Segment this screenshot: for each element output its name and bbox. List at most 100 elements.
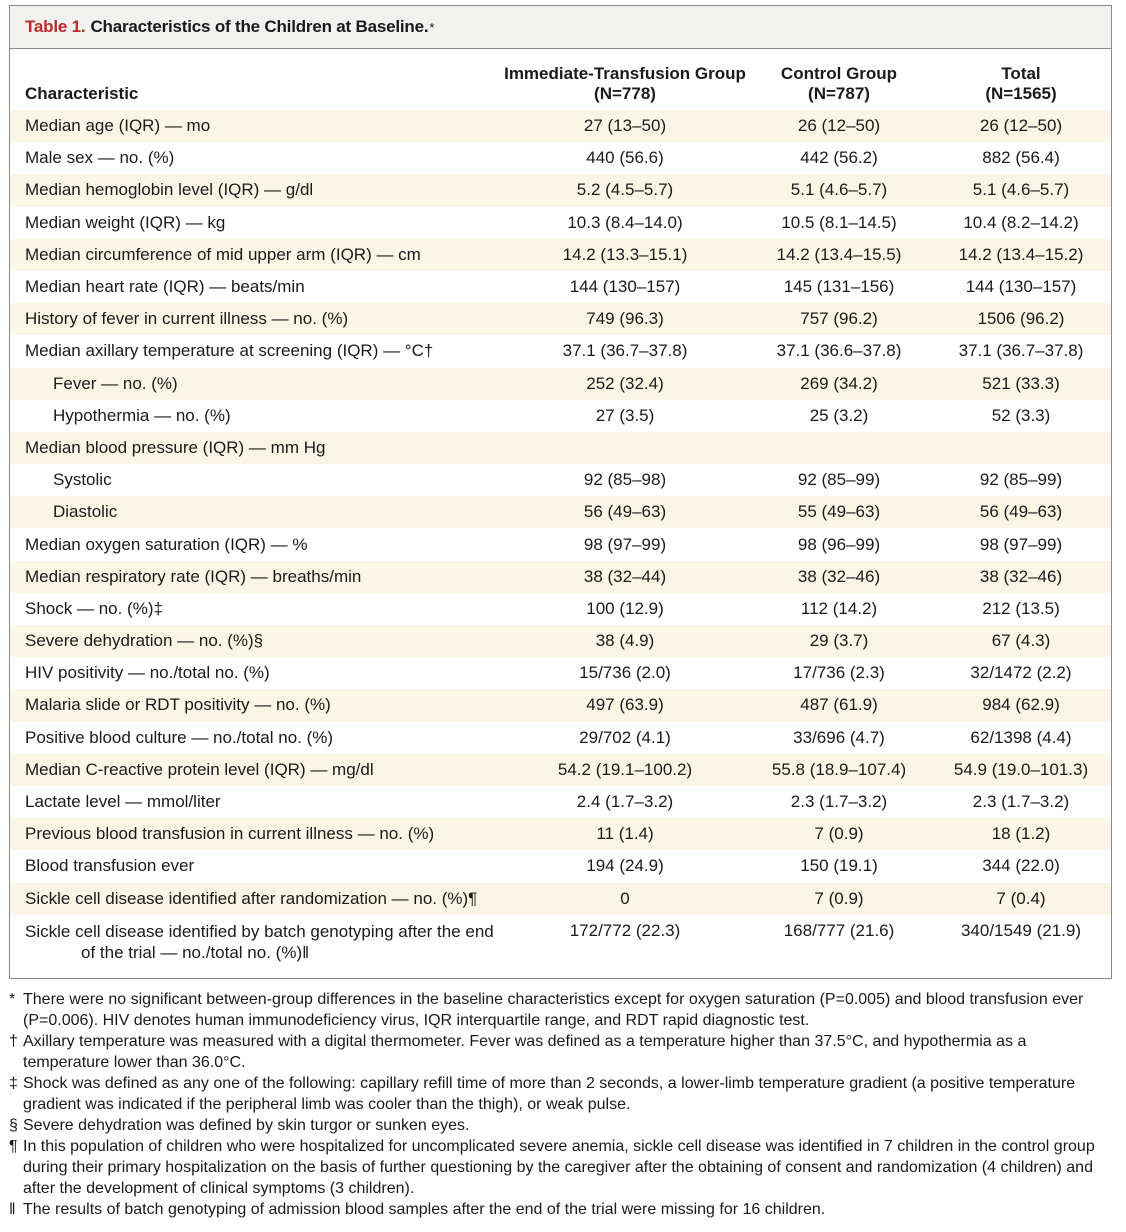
footnote: ‖ The results of batch genotyping of admi…	[9, 1199, 1109, 1220]
cell-total: 212 (13.5)	[982, 598, 1060, 618]
table-row: Malaria slide or RDT positivity — no. (%…	[10, 689, 1111, 722]
row-label: Median respiratory rate (IQR) — breaths/…	[10, 560, 503, 593]
cell-group1: 172/772 (22.3)	[569, 920, 681, 940]
cell-group1: 440 (56.6)	[586, 148, 664, 168]
row-label-line1: Sickle cell disease identified by batch …	[25, 921, 494, 941]
footnote: ¶ In this population of children who were…	[9, 1136, 1109, 1199]
header-group1-name: Immediate-Transfusion Group	[504, 64, 746, 83]
header-characteristic: Characteristic	[25, 84, 139, 103]
cell-total: 5.1 (4.6–5.7)	[931, 174, 1111, 207]
footnote-text: There were no significant between-group …	[23, 991, 1084, 1029]
footnote-mark: ¶	[9, 1138, 18, 1155]
row-label: Positive blood culture — no./total no. (…	[25, 727, 334, 747]
footnote-mark: ‡	[9, 1075, 18, 1092]
table-row: Sickle cell disease identified after ran…	[10, 882, 1111, 915]
cell-group2: 150 (19.1)	[800, 856, 878, 876]
cell-total: 10.4 (8.2–14.2)	[963, 212, 1079, 232]
cell-group1: 37.1 (36.7–37.8)	[562, 341, 688, 361]
cell-group1: 38 (32–44)	[503, 560, 747, 593]
cell-group2: 145 (131–156)	[783, 277, 895, 297]
table-row: Shock — no. (%)‡ 100 (12.9) 112 (14.2) 212 …	[10, 593, 1111, 625]
table-row-last: Sickle cell disease identified by batch …	[10, 915, 1111, 967]
footnote-text: The results of batch genotyping of admis…	[23, 1201, 826, 1218]
cell-group2: 112 (14.2)	[800, 598, 878, 618]
footnote: † Axillary temperature was measured with …	[9, 1031, 1109, 1073]
cell-total: 984 (62.9)	[931, 689, 1111, 722]
cell-group1: 54.2 (19.1–100.2)	[503, 753, 747, 786]
row-label: Malaria slide or RDT positivity — no. (%…	[10, 689, 503, 722]
cell-group2: 29 (3.7)	[747, 625, 931, 658]
row-label: Sickle cell disease identified after ran…	[10, 882, 503, 915]
row-label: Median heart rate (IQR) — beats/min	[25, 277, 305, 297]
row-label: Median blood pressure (IQR) — mm Hg	[10, 431, 503, 465]
row-label: Median C-reactive protein level (IQR) — …	[10, 753, 503, 786]
footnote: * There were no significant between-group…	[9, 989, 1109, 1031]
cell-group1: 0	[503, 882, 747, 915]
cell-total: 54.9 (19.0–101.3)	[931, 753, 1111, 786]
baseline-table: Table 1. Characteristics of the Children…	[9, 5, 1112, 979]
cell-group2: 33/696 (4.7)	[793, 727, 885, 747]
row-label: Severe dehydration — no. (%)§	[10, 625, 503, 658]
row-label: Hypothermia — no. (%)	[53, 405, 231, 425]
table-title-text: Characteristics of the Children at Basel…	[90, 17, 429, 36]
cell-group1: 5.2 (4.5–5.7)	[503, 174, 747, 207]
table-row: Median age (IQR) — mo 27 (13–50) 26 (12–50…	[10, 110, 1111, 143]
cell-total: 98 (97–99)	[979, 534, 1063, 554]
cell-group1: 252 (32.4)	[503, 367, 747, 400]
table-row: Fever — no. (%) 252 (32.4) 269 (34.2) 521 (…	[10, 367, 1111, 400]
cell-total: 7 (0.4)	[931, 882, 1111, 915]
cell-group2: 37.1 (36.6–37.8)	[776, 341, 902, 361]
cell-total: 37.1 (36.7–37.8)	[958, 341, 1084, 361]
cell-group2: 98 (96–99)	[797, 534, 881, 554]
row-label: Median circumference of mid upper arm (I…	[10, 238, 503, 271]
table-row: Median blood pressure (IQR) — mm Hg	[10, 431, 1111, 465]
header-total: Total (N=1565)	[931, 49, 1111, 110]
cell-group1: 98 (97–99)	[583, 534, 667, 554]
table-row: HIV positivity — no./total no. (%) 15/736…	[10, 657, 1111, 689]
cell-group1: 144 (130–157)	[569, 277, 681, 297]
row-label: History of fever in current illness — no…	[10, 303, 503, 336]
row-label: Median age (IQR) — mo	[10, 110, 503, 143]
row-label: Median hemoglobin level (IQR) — g/dl	[10, 174, 503, 207]
cell-group2: 5.1 (4.6–5.7)	[747, 174, 931, 207]
row-label: Median axillary temperature at screening…	[25, 341, 434, 361]
cell-total: 344 (22.0)	[982, 856, 1060, 876]
cell-group2: 7 (0.9)	[747, 882, 931, 915]
row-label: Previous blood transfusion in current il…	[10, 818, 503, 851]
footnote-mark: §	[9, 1117, 18, 1134]
cell-group1: 100 (12.9)	[586, 598, 664, 618]
table-title: Table 1. Characteristics of the Children…	[10, 6, 1111, 49]
cell-group2: 269 (34.2)	[747, 367, 931, 400]
cell-group1: 27 (13–50)	[503, 110, 747, 143]
cell-group2: 2.3 (1.7–3.2)	[790, 792, 888, 812]
footnote-text: Severe dehydration was defined by skin t…	[23, 1117, 470, 1134]
table-row: Systolic 92 (85–98) 92 (85–99) 92 (85–99)	[10, 464, 1111, 496]
cell-group1: 27 (3.5)	[595, 405, 655, 425]
table-row: Blood transfusion ever 194 (24.9) 150 (19.…	[10, 850, 1111, 882]
cell-group2: 55.8 (18.9–107.4)	[747, 753, 931, 786]
cell-group2: 7 (0.9)	[747, 818, 931, 851]
cell-group1: 92 (85–98)	[583, 470, 667, 490]
table-row: Median respiratory rate (IQR) — breaths/…	[10, 560, 1111, 593]
cell-group2	[747, 431, 931, 465]
cell-group2: 14.2 (13.4–15.5)	[747, 238, 931, 271]
table-row: Diastolic 56 (49–63) 55 (49–63) 56 (49–63)	[10, 496, 1111, 529]
footnote-text: Shock was defined as any one of the foll…	[23, 1075, 1076, 1113]
cell-group2: 25 (3.2)	[809, 405, 869, 425]
data-table: Characteristic Immediate-Transfusion Gro…	[10, 49, 1111, 967]
table-row: Median oxygen saturation (IQR) — % 98 (97…	[10, 528, 1111, 560]
cell-total: 52 (3.3)	[991, 405, 1051, 425]
table-row: Median circumference of mid upper arm (I…	[10, 238, 1111, 271]
cell-group2: 757 (96.2)	[747, 303, 931, 336]
footnote: § Severe dehydration was defined by skin …	[9, 1115, 1109, 1136]
cell-group2: 38 (32–46)	[747, 560, 931, 593]
row-label: Systolic	[53, 470, 112, 490]
cell-group2: 26 (12–50)	[747, 110, 931, 143]
table-row: Median C-reactive protein level (IQR) — …	[10, 753, 1111, 786]
header-total-name: Total	[1001, 64, 1041, 83]
table-row: Median weight (IQR) — kg 10.3 (8.4–14.0) 1…	[10, 207, 1111, 239]
header-group1-n: (N=778)	[594, 84, 656, 103]
cell-group2: 10.5 (8.1–14.5)	[781, 212, 897, 232]
table-row: Positive blood culture — no./total no. (…	[10, 722, 1111, 754]
cell-total: 18 (1.2)	[931, 818, 1111, 851]
